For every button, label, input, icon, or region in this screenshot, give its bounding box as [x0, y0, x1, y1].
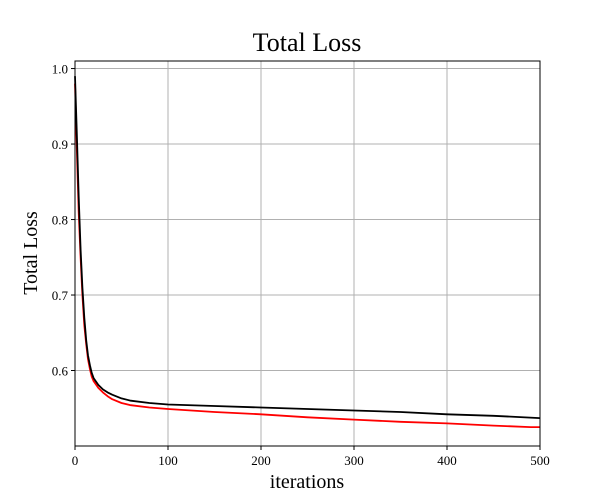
series-line-red: [74, 83, 540, 429]
ticks: 0 100 200 300 400 500 0.6 0.7 0.8 0.9 1.0: [52, 62, 550, 468]
grid: [74, 61, 541, 446]
y-tick-label: 0.6: [52, 364, 69, 379]
x-tick-label: 500: [530, 453, 550, 468]
y-tick-label: 0.9: [52, 137, 68, 152]
x-tick-label: 200: [251, 453, 271, 468]
y-tick-label: 1.0: [52, 62, 68, 77]
plot-frame: [74, 60, 541, 447]
series-line-black: [74, 76, 541, 419]
series-layer: [74, 76, 541, 429]
y-tick-label: 0.8: [52, 213, 68, 228]
x-axis-label: iterations: [270, 471, 345, 493]
x-tick-label: 100: [158, 453, 178, 468]
x-tick-label: 300: [344, 453, 364, 468]
y-axis-label: Total Loss: [20, 211, 42, 295]
chart-title: Total Loss: [253, 28, 362, 57]
y-tick-label: 0.7: [52, 288, 69, 303]
x-tick-label: 400: [437, 453, 457, 468]
x-tick-label: 0: [72, 453, 79, 468]
